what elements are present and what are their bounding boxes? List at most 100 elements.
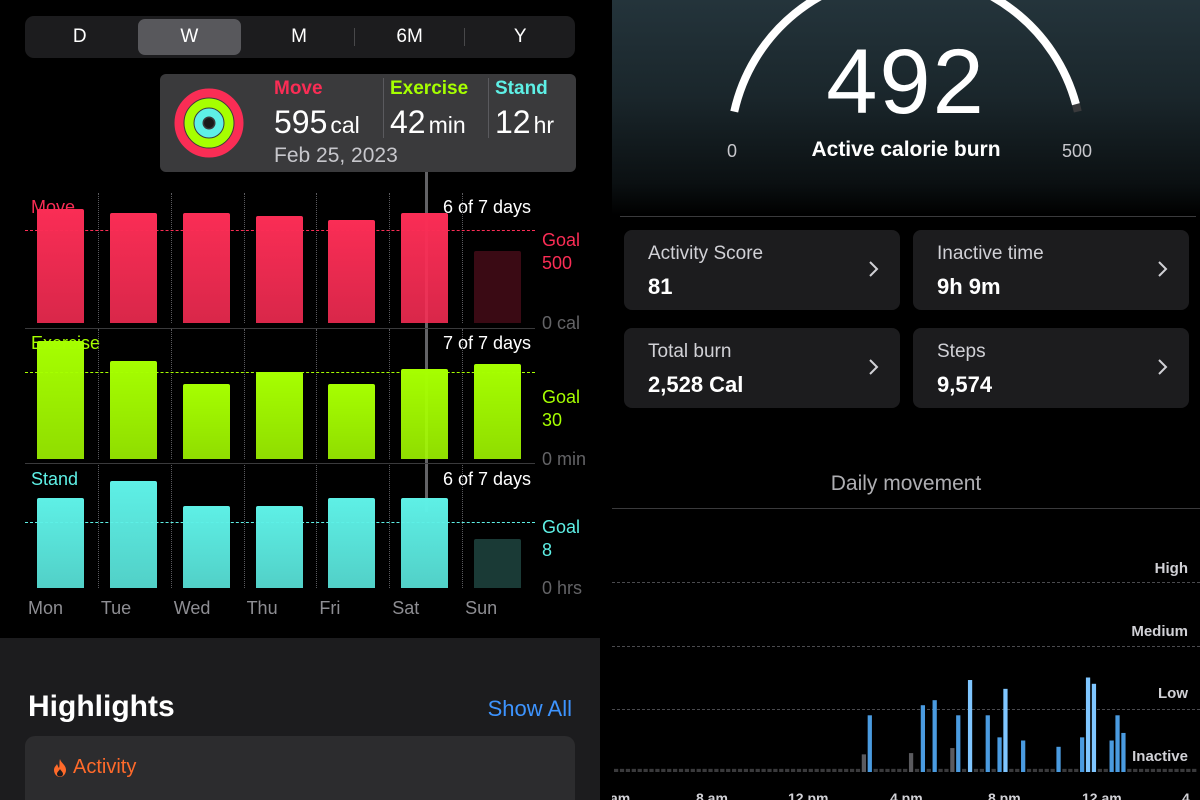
inactive-time-label: Inactive time bbox=[937, 243, 1044, 264]
move-bar-sun[interactable] bbox=[474, 250, 522, 323]
activity-rings-icon bbox=[174, 88, 244, 158]
exercise-goal-label: Goal 30 bbox=[542, 387, 581, 430]
move-bar-sat[interactable] bbox=[401, 212, 449, 323]
movement-bar bbox=[1026, 768, 1032, 772]
movement-bar bbox=[631, 768, 636, 772]
steps-tile[interactable]: Steps 9,574 bbox=[913, 328, 1189, 408]
exercise-bar-sat[interactable] bbox=[401, 369, 449, 459]
total-burn-tile[interactable]: Total burn 2,528 Cal bbox=[624, 328, 900, 408]
move-bar-tue[interactable] bbox=[109, 212, 157, 323]
movement-bar bbox=[773, 768, 778, 772]
stand-bar-sun[interactable] bbox=[474, 538, 522, 588]
movement-bar bbox=[614, 768, 619, 772]
oura-activity-panel: 492 Active calorie burn 0 500 Activity S… bbox=[612, 0, 1200, 800]
movement-bar bbox=[867, 715, 872, 772]
move-days-achieved: 6 of 7 days bbox=[442, 197, 531, 217]
exercise-grid-line bbox=[97, 329, 99, 459]
movement-bar bbox=[838, 768, 843, 772]
exercise-bar-sun[interactable] bbox=[474, 363, 522, 459]
stand-bar-thu[interactable] bbox=[255, 506, 303, 588]
movement-bar bbox=[997, 737, 1002, 772]
segment-6-months[interactable]: 6M bbox=[396, 26, 423, 47]
stand-bar-tue[interactable] bbox=[109, 481, 157, 588]
inactive-time-tile[interactable]: Inactive time 9h 9m bbox=[913, 230, 1189, 310]
segment-week[interactable]: W bbox=[137, 19, 242, 55]
exercise-bar-fri[interactable] bbox=[328, 383, 376, 459]
movement-bar bbox=[655, 768, 660, 772]
movement-bar bbox=[661, 768, 666, 772]
stand-bar-sat[interactable] bbox=[401, 497, 449, 588]
movement-bar bbox=[1009, 768, 1014, 772]
movement-bar bbox=[1144, 768, 1150, 772]
segment-month[interactable]: M bbox=[291, 26, 307, 47]
move-grid-line bbox=[389, 193, 391, 323]
level-label-inactive: Inactive bbox=[1132, 748, 1188, 765]
exercise-chart[interactable]: Exercise 7 of 7 days bbox=[25, 329, 535, 459]
move-grid-line bbox=[462, 193, 464, 323]
movement-bar bbox=[779, 768, 784, 772]
day-summary-popover: Move 595 cal Exercise 42 min Stand 12 hr Fe… bbox=[160, 74, 576, 172]
movement-bar bbox=[767, 768, 772, 772]
activity-highlight-card[interactable]: Activity bbox=[25, 736, 575, 800]
activity-score-tile[interactable]: Activity Score 81 bbox=[624, 230, 900, 310]
summary-move-unit: cal bbox=[330, 112, 360, 138]
show-all-link[interactable]: Show All bbox=[487, 696, 572, 721]
level-line-low bbox=[612, 709, 1200, 710]
move-grid-line bbox=[170, 193, 172, 323]
movement-bar bbox=[985, 715, 990, 772]
movement-bar bbox=[702, 768, 707, 772]
movement-bar bbox=[920, 705, 925, 772]
stand-goal-label: Goal 8 bbox=[542, 517, 581, 560]
exercise-bar-mon[interactable] bbox=[37, 340, 84, 459]
move-chart[interactable]: Move 6 of 7 days bbox=[25, 193, 535, 323]
move-bar-fri[interactable] bbox=[328, 219, 376, 323]
exercise-bar-thu[interactable] bbox=[255, 372, 303, 459]
stand-axis-zero: 0 hrs bbox=[542, 578, 583, 598]
summary-exercise-value: 42 bbox=[390, 104, 426, 140]
movement-bar bbox=[672, 768, 678, 772]
steps-label: Steps bbox=[937, 341, 986, 362]
movement-bar bbox=[832, 768, 837, 772]
movement-bar bbox=[826, 768, 831, 772]
summary-exercise-label: Exercise bbox=[390, 78, 469, 99]
segment-divider bbox=[353, 28, 355, 46]
movement-bar bbox=[785, 768, 790, 772]
segment-day[interactable]: D bbox=[72, 26, 87, 47]
stand-bar-fri[interactable] bbox=[328, 497, 376, 588]
move-bar-mon[interactable] bbox=[37, 208, 84, 323]
movement-bar bbox=[979, 768, 984, 772]
active-calorie-value: 492 bbox=[826, 31, 986, 133]
movement-bar bbox=[891, 768, 896, 772]
selection-cursor-line[interactable] bbox=[425, 172, 428, 512]
movement-bar bbox=[761, 768, 766, 772]
summary-stand-unit: hr bbox=[533, 112, 555, 138]
summary-move-value: 595 bbox=[274, 104, 328, 140]
exercise-bar-tue[interactable] bbox=[109, 360, 157, 459]
segment-year[interactable]: Y bbox=[513, 26, 527, 47]
exercise-bar-wed[interactable] bbox=[182, 383, 230, 459]
movement-bar bbox=[903, 768, 908, 772]
segment-divider bbox=[464, 28, 466, 46]
movement-bar bbox=[1103, 768, 1108, 772]
stand-chart[interactable]: Stand 6 of 7 days bbox=[25, 465, 535, 588]
movement-bar bbox=[914, 768, 920, 772]
inactive-time-value: 9h 9m bbox=[937, 274, 1001, 299]
gauge-min-label: 0 bbox=[727, 141, 738, 161]
move-bar-thu[interactable] bbox=[255, 216, 303, 323]
stand-grid-line bbox=[389, 465, 391, 588]
movement-bar bbox=[619, 768, 625, 772]
stand-grid-line bbox=[316, 465, 318, 588]
chart-divider bbox=[25, 328, 535, 329]
movement-bar bbox=[737, 768, 743, 772]
stand-bar-wed[interactable] bbox=[182, 506, 230, 588]
section-divider bbox=[620, 216, 1196, 217]
daily-movement-chart[interactable] bbox=[612, 520, 1200, 782]
stand-bar-mon[interactable] bbox=[37, 497, 84, 588]
movement-bar bbox=[1032, 768, 1038, 772]
weekday-label-sat: Sat bbox=[392, 598, 420, 618]
move-bar-wed[interactable] bbox=[182, 213, 230, 323]
weekday-label-thu: Thu bbox=[246, 598, 278, 618]
movement-bar bbox=[1003, 688, 1008, 772]
time-label: 4 bbox=[1182, 790, 1190, 800]
movement-bar bbox=[973, 768, 979, 772]
